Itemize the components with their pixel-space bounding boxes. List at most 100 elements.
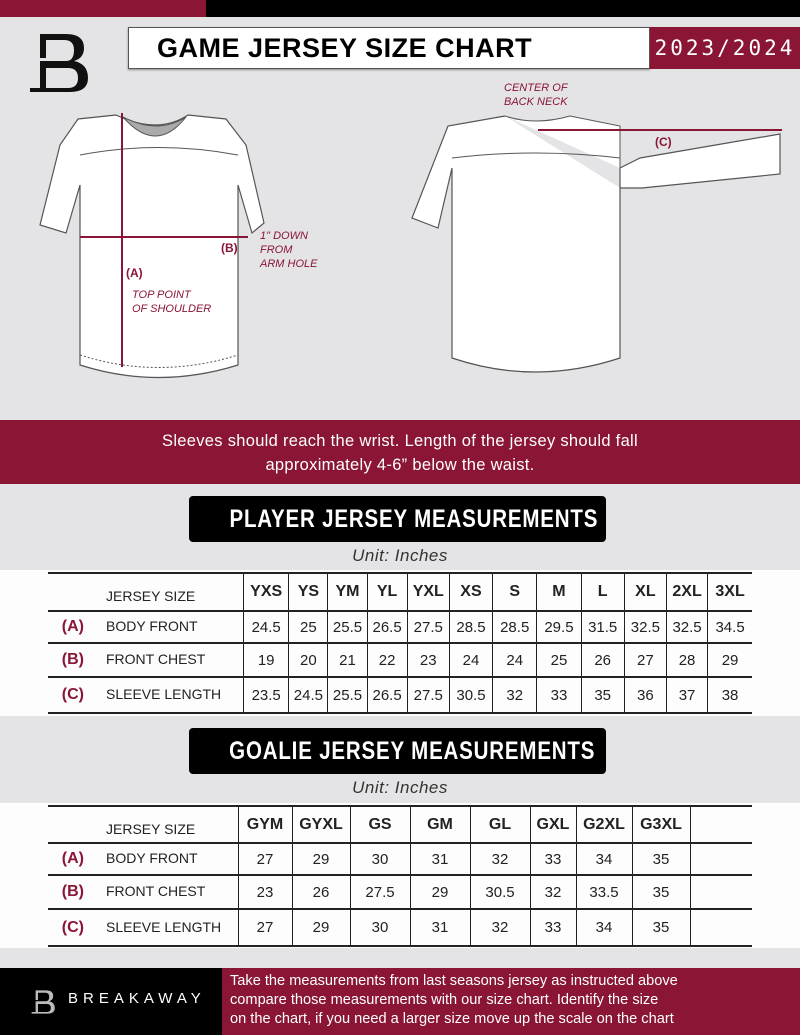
measurement-cell: 24	[492, 643, 537, 678]
measurement-cell: 34	[575, 843, 632, 876]
page-title: GAME JERSEY SIZE CHART	[128, 27, 650, 69]
measurement-cell: 33	[529, 843, 576, 876]
measurement-cell: 32.5	[623, 611, 667, 644]
measurement-cell: 28.5	[448, 611, 493, 644]
jersey-size-label: JERSEY SIZE	[48, 572, 244, 612]
measurement-cell: 24.5	[288, 677, 328, 714]
row-label: FRONT CHEST	[106, 651, 206, 667]
measurement-cell: 29	[291, 843, 350, 876]
row-label: BODY FRONT	[106, 618, 198, 634]
measurement-cell: 25	[536, 643, 582, 678]
label-c: (C)	[655, 135, 672, 149]
measurement-cell: 26.5	[366, 611, 408, 644]
instruction-band: Sleeves should reach the wrist. Length o…	[0, 420, 800, 484]
measurement-cell: 33	[529, 909, 576, 947]
player-size-table: JERSEY SIZE YXS YS YM YL YXL XS S M L XL 2XL 3XL (A) B…	[48, 572, 752, 714]
measurement-cell: 27	[623, 643, 667, 678]
measurement-cell: 27.5	[349, 875, 410, 910]
measurement-cell: 21	[327, 643, 368, 678]
measurement-cell: 24.5	[243, 611, 289, 644]
size-header: GM	[409, 805, 470, 844]
size-header: 3XL	[707, 572, 752, 612]
measurement-cell: 29	[291, 909, 350, 947]
goalie-section-title: GOALIE JERSEY MEASUREMENTS	[189, 728, 606, 774]
size-header: YXS	[243, 572, 289, 612]
size-header: XL	[623, 572, 667, 612]
measurement-cell: 24	[448, 643, 493, 678]
measurement-cell: 28.5	[492, 611, 537, 644]
size-header: GYXL	[291, 805, 350, 844]
size-header: YS	[288, 572, 328, 612]
footer-line: compare those measurements with our size…	[230, 992, 659, 1008]
measurement-cell: 26.5	[366, 677, 408, 714]
measurement-cell: 33.5	[575, 875, 632, 910]
table-row: (A) BODY FRONT 27 29 30 31 32 33 34 35	[48, 843, 752, 876]
measurement-cell: 30.5	[448, 677, 493, 714]
row-label: SLEEVE LENGTH	[106, 918, 222, 935]
measurement-cell: 34	[575, 909, 632, 947]
measurement-cell: 26	[291, 875, 350, 910]
row-label: BODY FRONT	[106, 850, 198, 866]
measurement-cell	[689, 909, 752, 947]
measurement-cell: 35	[631, 875, 690, 910]
measurement-cell: 31.5	[580, 611, 625, 644]
measurement-cell: 23	[406, 643, 450, 678]
size-header: M	[536, 572, 582, 612]
row-key: (C)	[61, 686, 84, 703]
size-header: XS	[448, 572, 493, 612]
measurement-cell: 30	[349, 909, 410, 947]
measurement-cell: 25.5	[327, 611, 368, 644]
row-key: (B)	[61, 883, 84, 900]
note-center-back-neck: CENTER OF BACK NECK	[504, 82, 568, 108]
measurement-cell: 32	[492, 677, 537, 714]
table-row: (B) FRONT CHEST 19 20 21 22 23 24 24 25 26 27 28 29	[48, 643, 752, 678]
player-section-title: PLAYER JERSEY MEASUREMENTS	[189, 496, 606, 542]
size-header	[689, 805, 752, 844]
measurement-cell: 33	[536, 677, 582, 714]
measurement-cell: 34.5	[707, 611, 752, 644]
measurement-cell: 23	[237, 875, 292, 910]
measurement-cell: 19	[243, 643, 289, 678]
goalie-section-title-text: GOALIE JERSEY MEASUREMENTS	[229, 737, 596, 765]
note-top-shoulder: TOP POINT OF SHOULDER	[132, 289, 212, 315]
size-header: L	[580, 572, 625, 612]
measurement-cell: 27	[237, 843, 292, 876]
measurement-cell: 22	[366, 643, 408, 678]
measurement-cell: 27	[237, 909, 292, 947]
measurement-cell: 23.5	[243, 677, 289, 714]
table-row: (C) SLEEVE LENGTH 23.5 24.5 25.5 26.5 27.5 30.5…	[48, 677, 752, 714]
size-header: YM	[327, 572, 368, 612]
size-header: 2XL	[665, 572, 708, 612]
measurement-cell: 28	[665, 643, 708, 678]
measurement-cell: 35	[580, 677, 625, 714]
footer-logo-icon	[31, 990, 55, 1014]
measurement-cell: 32	[469, 843, 530, 876]
footer-note: Take the measurements from last seasons …	[222, 968, 800, 1035]
note-arm-hole: 1" DOWN FROM ARM HOLE	[260, 230, 318, 270]
measurement-cell: 31	[409, 909, 470, 947]
goalie-size-table: JERSEY SIZE GYM GYXL GS GM GL GXL G2XL G3XL (A) BO…	[48, 805, 752, 947]
footer-line: on the chart, if you need a larger size …	[230, 1011, 674, 1027]
measurement-cell: 35	[631, 843, 690, 876]
measurement-cell: 25.5	[327, 677, 368, 714]
front-jersey-illustration	[39, 113, 265, 379]
row-key: (A)	[61, 850, 84, 867]
measurement-cell: 37	[665, 677, 708, 714]
measurement-cell: 32	[529, 875, 576, 910]
size-header: GYM	[237, 805, 292, 844]
size-header: G3XL	[631, 805, 690, 844]
table-row: (C) SLEEVE LENGTH 27 29 30 31 32 33 34 35	[48, 909, 752, 947]
table-row: (B) FRONT CHEST 23 26 27.5 29 30.5 32 33.5 35	[48, 875, 752, 910]
season-badge: 2023/2024	[650, 27, 800, 69]
measurement-cell: 36	[623, 677, 667, 714]
measurement-cell: 30.5	[469, 875, 530, 910]
row-key: (C)	[61, 918, 84, 936]
row-label: FRONT CHEST	[106, 883, 206, 899]
footer-line: Take the measurements from last seasons …	[230, 973, 678, 989]
player-section-title-text: PLAYER JERSEY MEASUREMENTS	[229, 505, 599, 533]
back-jersey-illustration	[411, 115, 782, 373]
top-black-bar	[206, 0, 800, 17]
size-header: S	[492, 572, 537, 612]
measurement-cell: 29	[409, 875, 470, 910]
measurement-cell	[689, 875, 752, 910]
